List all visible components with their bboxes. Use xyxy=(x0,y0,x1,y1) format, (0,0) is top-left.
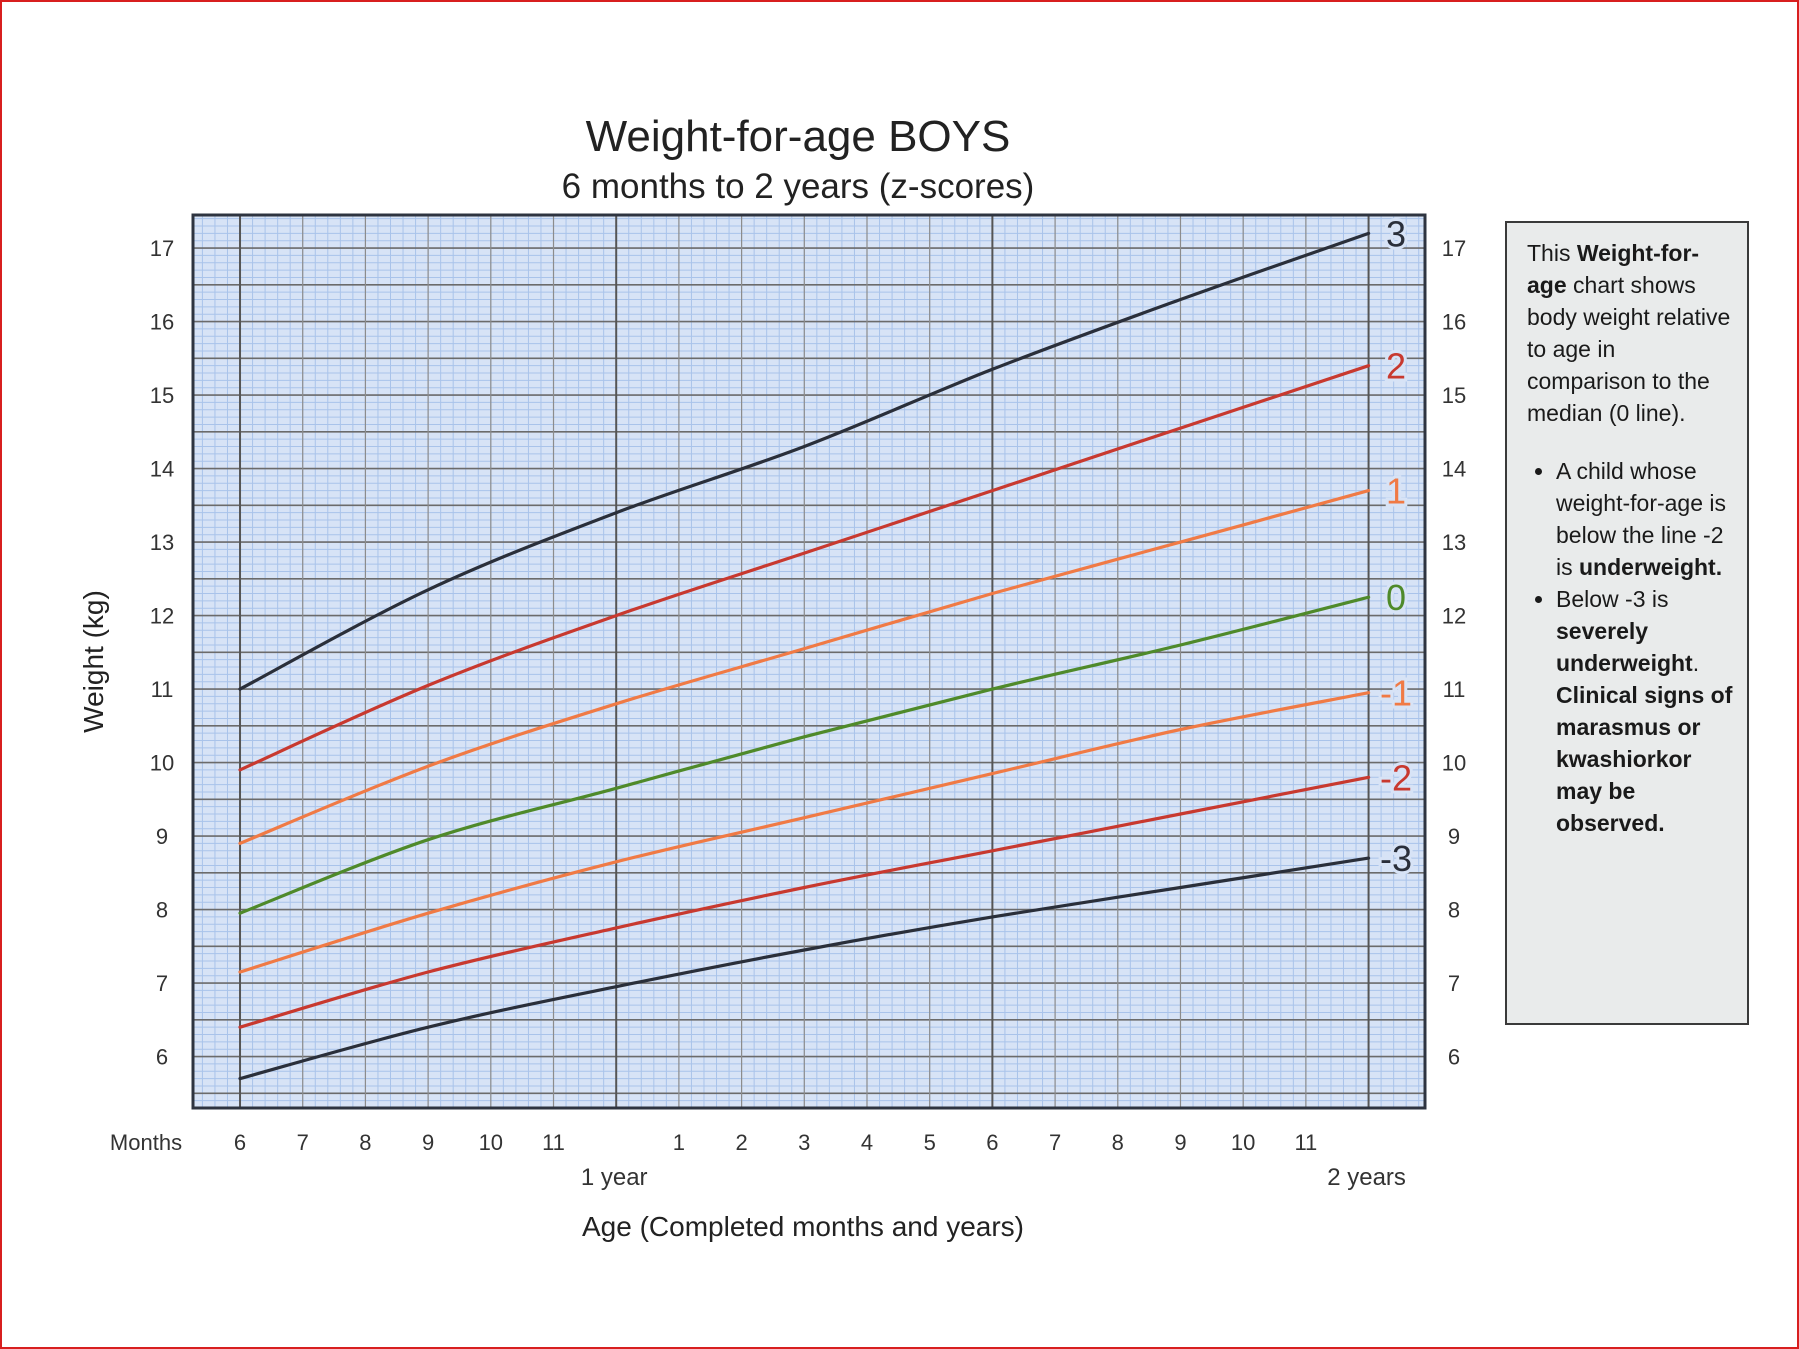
y-tick-label-left: 12 xyxy=(150,604,174,629)
x-tick-label: 9 xyxy=(1174,1130,1186,1155)
y-tick-label-right: 12 xyxy=(1442,604,1466,629)
x-tick-label: 9 xyxy=(422,1130,434,1155)
y-tick-label-right: 15 xyxy=(1442,383,1466,408)
x-tick-label: 4 xyxy=(861,1130,873,1155)
y-tick-label-left: 7 xyxy=(156,971,168,996)
x-tick-label: 2 xyxy=(735,1130,747,1155)
x-unit-label: Months xyxy=(110,1130,182,1155)
zscore-label: -3 xyxy=(1380,838,1412,879)
zscore-curve xyxy=(238,489,1371,845)
zscore-label: 3 xyxy=(1386,213,1406,254)
x-major-label: 1 year xyxy=(581,1164,648,1191)
x-tick-label: 6 xyxy=(234,1130,246,1155)
y-tick-label-left: 6 xyxy=(156,1045,168,1070)
y-tick-label-left: 8 xyxy=(156,898,168,923)
zscore-label: -2 xyxy=(1380,757,1412,798)
y-tick-label-left: 9 xyxy=(156,824,168,849)
info-intro: This Weight-for-age chart shows body wei… xyxy=(1527,240,1731,426)
info-bullet-underweight: A child whose weight-for-age is below th… xyxy=(1556,455,1733,583)
x-tick-label: 8 xyxy=(1112,1130,1124,1155)
x-tick-label: 11 xyxy=(1294,1130,1317,1155)
y-tick-label-right: 14 xyxy=(1442,457,1466,482)
x-axis-label: Age (Completed months and years) xyxy=(582,1211,1024,1242)
y-tick-label-left: 17 xyxy=(150,236,174,261)
x-tick-label: 7 xyxy=(1049,1130,1061,1155)
info-box: This Weight-for-age chart shows body wei… xyxy=(1505,221,1749,1025)
y-tick-label-left: 11 xyxy=(151,677,174,702)
zscore-curve xyxy=(238,364,1371,772)
y-tick-label-right: 10 xyxy=(1442,751,1466,776)
y-tick-label-right: 17 xyxy=(1442,236,1466,261)
zscore-curve xyxy=(238,856,1371,1081)
y-tick-label-right: 6 xyxy=(1448,1045,1460,1070)
zscore-label: -1 xyxy=(1380,673,1412,714)
y-tick-label-left: 14 xyxy=(150,457,174,482)
info-bullet-severe: Below -3 is severely underweight. Clinic… xyxy=(1556,583,1733,839)
y-tick-label-right: 13 xyxy=(1442,530,1466,555)
chart-title: Weight-for-age BOYS xyxy=(586,112,1011,161)
zscore-label: 0 xyxy=(1386,577,1406,618)
info-list: A child whose weight-for-age is below th… xyxy=(1527,455,1733,839)
x-tick-label: 5 xyxy=(924,1130,936,1155)
y-tick-label-left: 16 xyxy=(150,310,174,335)
zscore-curve xyxy=(238,691,1371,974)
y-tick-label-right: 8 xyxy=(1448,898,1460,923)
y-tick-label-left: 15 xyxy=(150,383,174,408)
y-tick-label-right: 7 xyxy=(1448,971,1460,996)
y-axis-label: Weight (kg) xyxy=(78,590,109,733)
x-tick-label: 3 xyxy=(798,1130,810,1155)
zscore-label: 1 xyxy=(1386,471,1406,512)
y-tick-label-right: 9 xyxy=(1448,824,1460,849)
x-tick-label: 10 xyxy=(1231,1130,1255,1155)
zscore-label: 2 xyxy=(1386,346,1406,387)
y-tick-label-left: 10 xyxy=(150,751,174,776)
x-tick-label: 1 xyxy=(673,1130,685,1155)
y-tick-label-right: 16 xyxy=(1442,310,1466,335)
plot-border xyxy=(191,213,1427,1110)
x-tick-label: 11 xyxy=(542,1130,565,1155)
x-tick-label: 8 xyxy=(359,1130,371,1155)
x-tick-label: 6 xyxy=(986,1130,998,1155)
y-tick-label-right: 11 xyxy=(1443,677,1466,702)
x-major-label: 2 years xyxy=(1327,1164,1406,1191)
chart-subtitle: 6 months to 2 years (z-scores) xyxy=(562,167,1035,206)
x-tick-label: 10 xyxy=(479,1130,503,1155)
zscore-curve xyxy=(238,595,1371,915)
zscore-curve xyxy=(238,775,1371,1029)
zscore-curve xyxy=(238,231,1371,691)
x-tick-label: 7 xyxy=(297,1130,309,1155)
y-tick-label-left: 13 xyxy=(150,530,174,555)
plot-background xyxy=(193,215,1425,1108)
